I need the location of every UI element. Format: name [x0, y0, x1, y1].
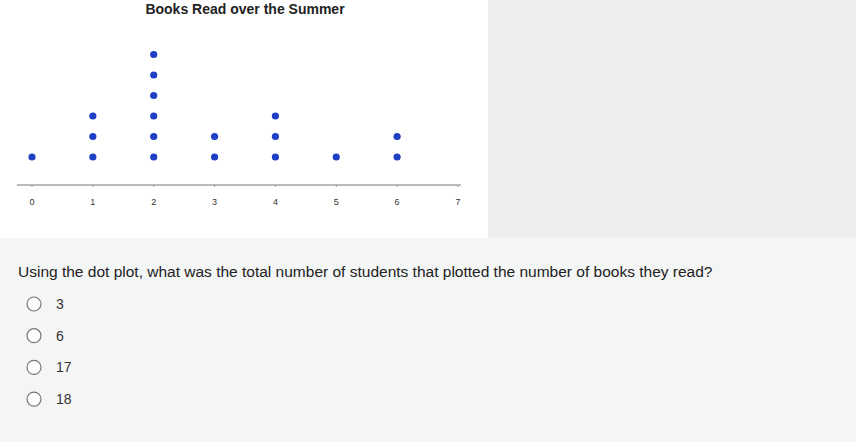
- dot: [89, 133, 96, 140]
- x-tick-label: 2: [151, 197, 156, 207]
- dot: [211, 133, 218, 140]
- radio-button[interactable]: [27, 329, 41, 343]
- option-label[interactable]: 6: [56, 328, 64, 344]
- x-tick: [336, 185, 337, 187]
- dot: [150, 133, 157, 140]
- x-tick: [153, 185, 154, 187]
- x-tick: [457, 185, 458, 187]
- dot: [272, 153, 279, 160]
- chart-title: Books Read over the Summer: [145, 1, 345, 17]
- dot: [150, 92, 157, 99]
- chart-panel: [0, 0, 488, 238]
- dots: [28, 51, 400, 161]
- radio-button[interactable]: [27, 297, 41, 311]
- dot: [272, 133, 279, 140]
- dot: [89, 112, 96, 119]
- x-tick-label: 6: [395, 197, 400, 207]
- dot: [394, 153, 401, 160]
- x-tick: [214, 185, 215, 187]
- page: Books Read over the Summer 0 1 2 3 4 5 6 7 Using …: [0, 0, 856, 442]
- x-tick: [397, 185, 398, 187]
- dot: [150, 51, 157, 58]
- x-tick-label: 5: [334, 197, 339, 207]
- dot: [150, 112, 157, 119]
- dot: [394, 133, 401, 140]
- x-tick: [32, 185, 33, 187]
- radio-button[interactable]: [27, 392, 41, 406]
- dot: [89, 153, 96, 160]
- dot: [333, 153, 340, 160]
- x-tick-label: 3: [212, 197, 217, 207]
- dot: [211, 153, 218, 160]
- x-tick: [275, 185, 276, 187]
- dot: [150, 71, 157, 78]
- option-label[interactable]: 18: [56, 391, 72, 407]
- option-label[interactable]: 17: [56, 359, 72, 375]
- x-axis: [17, 185, 461, 186]
- dot: [28, 153, 35, 160]
- x-tick: [92, 185, 93, 187]
- x-tick-label: 4: [273, 197, 278, 207]
- dot: [272, 112, 279, 119]
- question-text: Using the dot plot, what was the total n…: [18, 263, 713, 280]
- dot: [150, 153, 157, 160]
- question-panel: [0, 238, 856, 442]
- radio-button[interactable]: [27, 360, 41, 374]
- x-tick-label: 1: [90, 197, 95, 207]
- option-label[interactable]: 3: [56, 296, 64, 312]
- x-tick-label: 0: [30, 197, 35, 207]
- x-tick-label: 7: [455, 197, 460, 207]
